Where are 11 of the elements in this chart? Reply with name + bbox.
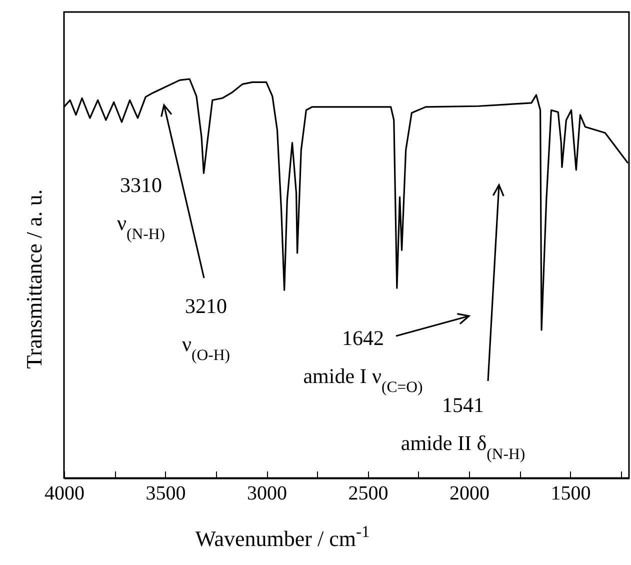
x-tick-label: 3500 (146, 482, 186, 504)
x-axis-title: Wavenumber / cm$^{-1}$ (195, 522, 370, 551)
annotation: 1642 amide I ν$_{(C=O)}$ (303, 326, 423, 396)
x-tick-label: 1500 (550, 482, 591, 504)
x-tick-label: 4000 (44, 482, 84, 504)
annotation: 3210 ν$_{(O-H)}$ (182, 294, 230, 364)
annotation: 3310 ν$_{(N-H)}$ (117, 173, 165, 242)
x-tick-label: 2000 (450, 482, 490, 504)
y-axis-title: Transmittance / a. u. (22, 189, 46, 369)
x-tick-label: 3000 (247, 482, 288, 504)
x-tick-label: 2500 (348, 482, 388, 504)
